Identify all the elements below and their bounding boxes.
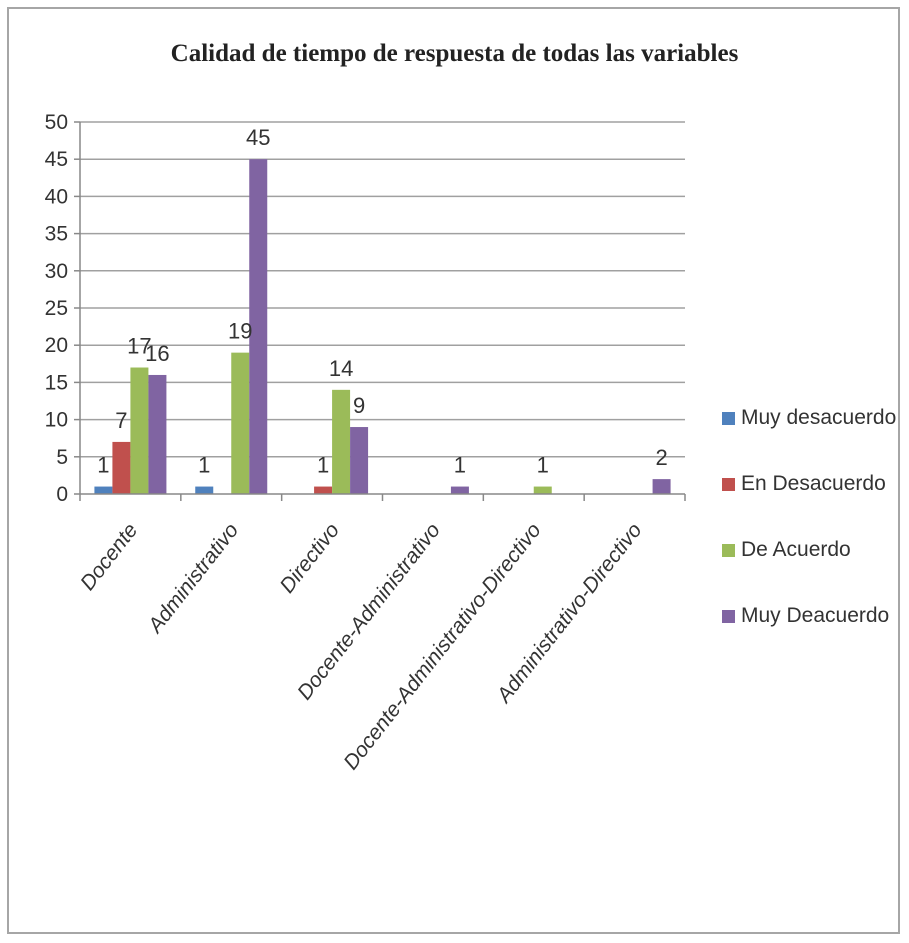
- y-tick-label: 30: [45, 260, 68, 283]
- bar-0-0: [94, 486, 113, 494]
- data-label: 19: [228, 319, 252, 344]
- legend-label: En Desacuerdo: [741, 472, 886, 495]
- legend-swatch: [722, 411, 735, 425]
- legend-swatch: [722, 543, 735, 557]
- y-tick-label: 50: [45, 111, 68, 134]
- bar-0-1: [112, 441, 131, 494]
- data-label: 1: [97, 453, 109, 478]
- data-label: 16: [145, 341, 169, 366]
- bar-0-2: [130, 367, 149, 494]
- bar-2-1: [314, 486, 333, 494]
- legend: Muy desacuerdo En Desacuerdo De Acuerdo Muy…: [722, 402, 896, 666]
- legend-label: Muy Deacuerdo: [741, 604, 890, 627]
- legend-swatch: [722, 477, 735, 491]
- legend-label: De Acuerdo: [741, 538, 851, 561]
- y-tick-label: 20: [45, 334, 68, 357]
- bars: [94, 159, 671, 494]
- y-tick-label: 25: [45, 297, 68, 320]
- bar-5-3: [652, 479, 671, 494]
- legend-label: Muy desacuerdo: [741, 406, 897, 429]
- grid-lines: [80, 121, 685, 458]
- y-axis: 0 5 10 15 20 25 30 35 40 45 50: [45, 111, 81, 506]
- data-label: 17: [127, 334, 151, 359]
- legend-swatch: [722, 609, 735, 623]
- legend-item: Muy desacuerdo: [722, 402, 896, 434]
- data-label: 45: [246, 125, 270, 150]
- data-label: 9: [353, 393, 365, 418]
- x-category-label: Administrativo: [143, 519, 244, 639]
- bar-3-3: [450, 486, 469, 494]
- bar-2-2: [332, 389, 351, 494]
- data-label: 14: [329, 356, 353, 381]
- chart-title: Calidad de tiempo de respuesta de todas …: [170, 40, 739, 67]
- y-tick-label: 40: [45, 185, 68, 208]
- y-tick-label: 35: [45, 223, 68, 246]
- bar-0-3: [148, 374, 167, 494]
- y-tick-label: 0: [56, 483, 68, 506]
- legend-item: Muy Deacuerdo: [722, 600, 896, 632]
- x-category-label: Docente: [76, 519, 142, 595]
- x-category-label: Docente-Administrativo-Directivo: [339, 519, 546, 774]
- x-axis: Docente Administrativo DirectivoDocente-Ad…: [76, 493, 686, 774]
- legend-item: De Acuerdo: [722, 534, 896, 566]
- bar-2-3: [350, 427, 369, 494]
- x-category-label: Directivo: [276, 519, 345, 598]
- bar-1-0: [195, 486, 214, 494]
- bar-4-2: [533, 486, 552, 494]
- bar-1-3: [249, 159, 268, 494]
- y-tick-label: 45: [45, 148, 68, 171]
- y-tick-label: 5: [56, 446, 68, 469]
- data-label: 1: [537, 453, 549, 478]
- bar-1-2: [231, 352, 250, 494]
- y-tick-label: 15: [45, 371, 68, 394]
- data-label: 1: [198, 453, 210, 478]
- legend-item: En Desacuerdo: [722, 468, 896, 500]
- data-label: 1: [317, 453, 329, 478]
- data-label: 1: [454, 453, 466, 478]
- y-tick-label: 10: [45, 409, 68, 432]
- data-label: 7: [115, 408, 127, 433]
- data-label: 2: [655, 445, 667, 470]
